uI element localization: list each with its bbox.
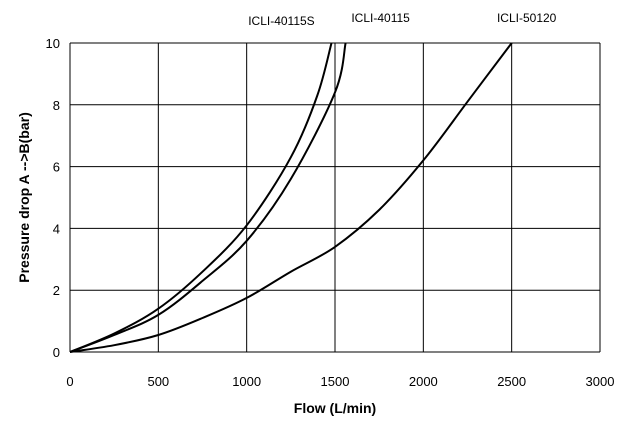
series-line-icli-40115 [69, 42, 347, 353]
series-label: ICLI-40115 [351, 11, 410, 25]
curves [69, 42, 513, 353]
y-tick-label: 4 [53, 221, 60, 236]
x-tick-label: 500 [147, 374, 169, 389]
y-tick-label: 2 [53, 283, 60, 298]
series-line-icli-50120 [69, 42, 513, 353]
x-tick-label: 2000 [409, 374, 438, 389]
x-tick-label: 3000 [586, 374, 615, 389]
y-tick-label: 6 [53, 160, 60, 175]
x-axis-label: Flow (L/min) [294, 400, 376, 416]
y-axis-label: Pressure drop A -->B(bar) [16, 112, 32, 283]
series-labels: ICLI-40115S ICLI-40115 ICLI-50120 [248, 11, 556, 28]
series-line-icli-40115s [69, 42, 333, 353]
series-label: ICLI-50120 [497, 11, 557, 25]
x-tick-label: 2500 [497, 374, 526, 389]
y-tick-label: 10 [46, 36, 60, 51]
grid [69, 42, 601, 353]
y-tick-label: 0 [53, 345, 60, 360]
series-label: ICLI-40115S [248, 14, 315, 28]
tick-labels: 0 500 1000 1500 2000 2500 3000 0 2 4 6 8 10 [46, 36, 615, 389]
x-tick-label: 1500 [321, 374, 350, 389]
x-tick-label: 0 [66, 374, 73, 389]
x-tick-label: 1000 [232, 374, 261, 389]
y-tick-label: 8 [53, 98, 60, 113]
